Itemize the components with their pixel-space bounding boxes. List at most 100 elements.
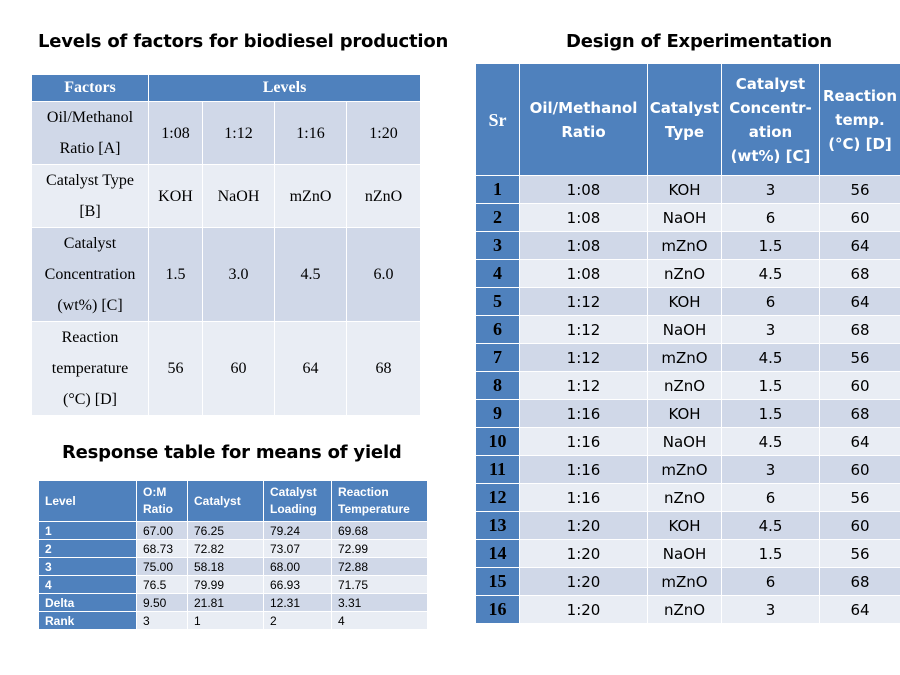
design-cell: 64	[819, 427, 900, 456]
design-row: 5 1:12 KOH 6 64	[475, 287, 900, 316]
response-cell: 69.68	[331, 521, 428, 540]
levels-factor-line: (°C) [D]	[63, 391, 117, 408]
levels-factor-cell: Catalyst Concentration (wt%) [C]	[31, 227, 149, 322]
design-run-number: 13	[475, 511, 520, 540]
design-header-line: ation	[748, 122, 793, 141]
design-cell: 1.5	[721, 371, 820, 400]
design-cell: nZnO	[647, 483, 722, 512]
response-cell: 72.82	[187, 539, 264, 558]
design-cell: NaOH	[647, 203, 722, 232]
response-cell: 21.81	[187, 593, 264, 612]
design-cell: 68	[819, 567, 900, 596]
design-cell: 3	[721, 455, 820, 484]
response-cell: 68.73	[136, 539, 188, 558]
design-cell: 64	[819, 231, 900, 260]
design-row: 3 1:08 mZnO 1.5 64	[475, 231, 900, 260]
design-cell: 6	[721, 203, 820, 232]
design-cell: 68	[819, 399, 900, 428]
levels-factor-line: Catalyst Type	[46, 172, 134, 189]
levels-factor-line: [B]	[79, 203, 101, 220]
design-cell: KOH	[647, 399, 722, 428]
design-cell: 6	[721, 287, 820, 316]
design-cell: mZnO	[647, 231, 722, 260]
design-row: 1 1:08 KOH 3 56	[475, 175, 900, 204]
response-header-line: Temperature	[338, 502, 410, 516]
design-cell: 3	[721, 315, 820, 344]
design-header-line: temp.	[835, 110, 885, 129]
levels-value-cell: 60	[202, 321, 275, 416]
response-cell: 76.5	[136, 575, 188, 594]
response-table-title: Response table for means of yield	[62, 442, 402, 463]
design-cell: 1:12	[519, 371, 648, 400]
design-cell: NaOH	[647, 539, 722, 568]
response-header-line: Reaction	[338, 485, 389, 499]
design-cell: 64	[819, 287, 900, 316]
design-cell: 1:08	[519, 231, 648, 260]
design-row: 8 1:12 nZnO 1.5 60	[475, 371, 900, 400]
design-cell: 64	[819, 595, 900, 624]
levels-value-cell: 6.0	[345, 227, 422, 322]
design-cell: 60	[819, 371, 900, 400]
levels-header-levels: Levels	[147, 74, 422, 102]
levels-row: Catalyst Type [B] KOH NaOH mZnO nZnO	[31, 164, 422, 228]
design-row: 4 1:08 nZnO 4.5 68	[475, 259, 900, 288]
design-header-cell: Catalyst Concentr-ation (wt%) [C]	[721, 63, 820, 176]
design-cell: 60	[819, 511, 900, 540]
response-cell: 76.25	[187, 521, 264, 540]
design-cell: mZnO	[647, 567, 722, 596]
design-run-number: 14	[475, 539, 520, 568]
response-level-label: Rank	[38, 611, 137, 630]
levels-factor-cell: Catalyst Type [B]	[31, 164, 149, 228]
levels-value-cell: 3.0	[202, 227, 275, 322]
design-row: 7 1:12 mZnO 4.5 56	[475, 343, 900, 372]
response-header-line: Loading	[270, 502, 317, 516]
design-cell: nZnO	[647, 595, 722, 624]
design-row: 12 1:16 nZnO 6 56	[475, 483, 900, 512]
design-row: 11 1:16 mZnO 3 60	[475, 455, 900, 484]
design-cell: NaOH	[647, 315, 722, 344]
design-cell: 3	[721, 175, 820, 204]
levels-value-cell: 64	[274, 321, 347, 416]
response-level-label: 3	[38, 557, 137, 576]
design-cell: 1:20	[519, 539, 648, 568]
response-cell: 71.75	[331, 575, 428, 594]
response-cell: 79.24	[263, 521, 332, 540]
design-cell: nZnO	[647, 259, 722, 288]
design-cell: 1:08	[519, 259, 648, 288]
design-run-number: 9	[475, 399, 520, 428]
response-cell: 3	[136, 611, 188, 630]
design-cell: KOH	[647, 511, 722, 540]
design-header-line: Concentr-	[729, 98, 812, 117]
response-cell: 2	[263, 611, 332, 630]
response-header-cell: Level	[38, 480, 137, 522]
design-run-number: 11	[475, 455, 520, 484]
levels-value-cell: 1:08	[148, 101, 203, 165]
response-header-cell: Reaction Temperature	[331, 480, 428, 522]
response-header-line: Catalyst	[194, 493, 241, 508]
design-cell: 68	[819, 315, 900, 344]
design-header-line: Sr	[488, 109, 507, 130]
design-row: 10 1:16 NaOH 4.5 64	[475, 427, 900, 456]
levels-value-cell: KOH	[148, 164, 203, 228]
design-cell: 56	[819, 175, 900, 204]
design-cell: 1:12	[519, 343, 648, 372]
design-cell: 1:16	[519, 483, 648, 512]
response-cell: 73.07	[263, 539, 332, 558]
design-cell: 4.5	[721, 259, 820, 288]
design-run-number: 7	[475, 343, 520, 372]
levels-value-cell: 1:16	[274, 101, 347, 165]
design-run-number: 12	[475, 483, 520, 512]
design-cell: mZnO	[647, 455, 722, 484]
design-run-number: 10	[475, 427, 520, 456]
design-cell: 56	[819, 483, 900, 512]
design-run-number: 15	[475, 567, 520, 596]
response-level-label: 2	[38, 539, 137, 558]
design-header-cell: Sr	[475, 63, 520, 176]
design-cell: NaOH	[647, 427, 722, 456]
design-cell: 56	[819, 343, 900, 372]
levels-table-title: Levels of factors for biodiesel producti…	[38, 31, 449, 52]
design-cell: 3	[721, 595, 820, 624]
response-cell: 1	[187, 611, 264, 630]
design-run-number: 4	[475, 259, 520, 288]
response-row: 2 68.73 72.82 73.07 72.99	[38, 539, 428, 558]
